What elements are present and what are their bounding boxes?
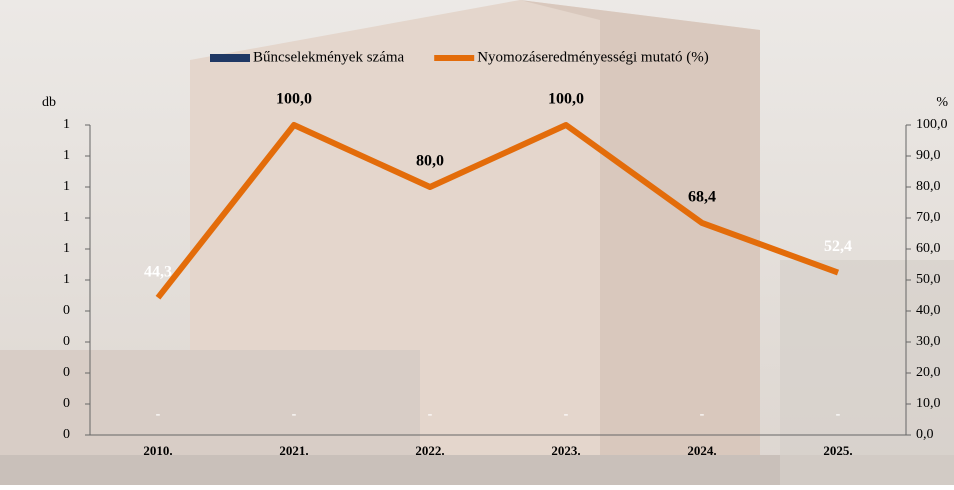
y2-tick-label: 100,0 — [916, 117, 948, 132]
bar-value-label: - — [836, 407, 841, 422]
bar-value-label: - — [428, 407, 433, 422]
line-value-label: 100,0 — [548, 91, 584, 108]
y-tick-label: 1 — [63, 117, 70, 132]
y-tick-label: 0 — [63, 334, 70, 349]
y2-tick-label: 60,0 — [916, 241, 941, 256]
y-tick-label: 0 — [63, 427, 70, 442]
y-tick-label: 1 — [63, 210, 70, 225]
line — [155, 122, 840, 300]
y2-tick-label: 40,0 — [916, 303, 941, 318]
line-value-label: 52,4 — [824, 238, 852, 255]
legend-label: Nyomozáseredményességi mutató (%) — [477, 49, 709, 65]
legend-label: Bűncselekmények száma — [253, 49, 405, 65]
x-tick-label: 2022. — [415, 443, 444, 458]
bar-value-label: - — [292, 407, 297, 422]
y-tick-label: 0 — [63, 396, 70, 411]
y-tick-label: 1 — [63, 148, 70, 163]
y2-tick-label: 20,0 — [916, 365, 941, 380]
y2-tick-label: 10,0 — [916, 396, 941, 411]
y2-tick-label: 80,0 — [916, 179, 941, 194]
y2-tick-label: 70,0 — [916, 210, 941, 225]
y-axis-label: db — [42, 95, 56, 110]
x-tick-label: 2025. — [823, 443, 852, 458]
y-tick-label: 0 — [63, 303, 70, 318]
x-tick-label: 2021. — [279, 443, 308, 458]
x-tick-label: 2023. — [551, 443, 580, 458]
y-tick-label: 0 — [63, 365, 70, 380]
y-tick-label: 1 — [63, 179, 70, 194]
bar-value-label: - — [156, 407, 161, 422]
x-tick-label: 2010. — [143, 443, 172, 458]
y2-tick-label: 50,0 — [916, 272, 941, 287]
line-value-label: 68,4 — [688, 189, 716, 206]
y2-tick-label: 30,0 — [916, 334, 941, 349]
legend-swatch — [210, 54, 250, 62]
y-tick-label: 1 — [63, 241, 70, 256]
line-value-label: 44,3 — [144, 263, 172, 280]
line-value-label: 100,0 — [276, 91, 312, 108]
bar-value-label: - — [564, 407, 569, 422]
y2-tick-label: 90,0 — [916, 148, 941, 163]
y-tick-label: 1 — [63, 272, 70, 287]
y2-tick-label: 0,0 — [916, 427, 934, 442]
bar-value-label: - — [700, 407, 705, 422]
y2-axis-label: % — [936, 95, 948, 110]
x-tick-label: 2024. — [687, 443, 716, 458]
line-value-label: 80,0 — [416, 153, 444, 170]
